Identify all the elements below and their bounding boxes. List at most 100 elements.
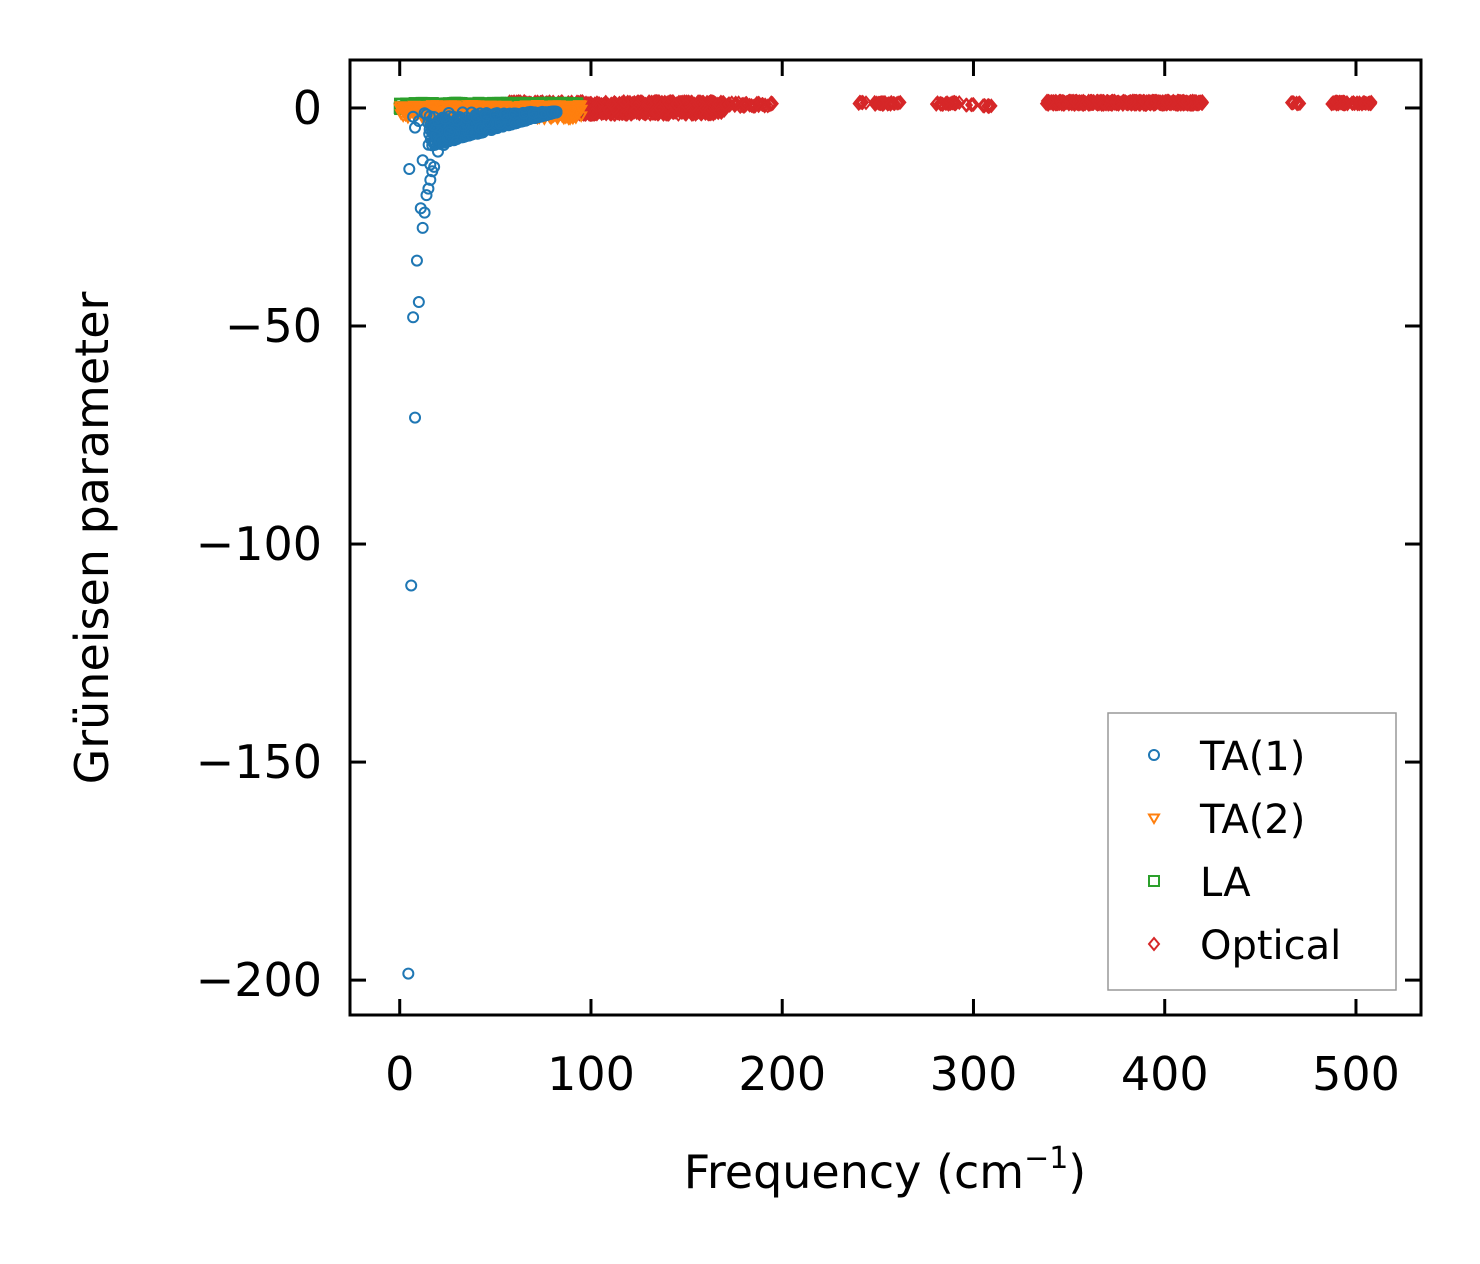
point-optical	[725, 95, 739, 111]
point-optical	[733, 98, 747, 115]
point-ta-2	[565, 105, 579, 118]
point-optical	[640, 96, 654, 112]
point-optical	[650, 104, 664, 120]
x-tick-label: 300	[930, 1047, 1018, 1101]
point-optical	[888, 96, 901, 112]
point-ta-1	[424, 158, 437, 171]
point-optical	[750, 95, 764, 111]
point-optical	[1290, 95, 1303, 111]
x-tick-label: 0	[385, 1047, 414, 1101]
plot-frame	[348, 58, 1423, 1017]
point-ta-2	[570, 109, 585, 121]
point-optical	[852, 96, 866, 112]
point-optical	[936, 96, 950, 112]
point-ta-1	[416, 221, 429, 234]
point-optical	[607, 101, 621, 117]
point-optical	[1176, 93, 1190, 109]
y-tick-label: −200	[196, 953, 322, 1007]
point-optical	[1108, 94, 1122, 111]
point-optical	[976, 98, 990, 114]
y-axis-label: Grüneisen parameter	[65, 291, 119, 784]
point-ta-1	[402, 967, 415, 980]
legend-label-ta-1: TA(1)	[1199, 734, 1305, 780]
point-ta-1	[412, 296, 425, 309]
series-optical	[499, 93, 1378, 123]
point-ta-1	[441, 132, 454, 145]
x-axis-label-sup: −1	[1024, 1141, 1068, 1176]
point-optical	[739, 96, 752, 112]
point-ta-2	[439, 101, 454, 113]
point-optical	[945, 95, 959, 111]
point-ta-1	[422, 138, 435, 151]
point-optical	[868, 96, 882, 112]
point-ta-1	[550, 106, 563, 119]
point-optical	[712, 103, 726, 120]
y-tick-label: −50	[225, 299, 322, 353]
legend-entry-optical: Optical	[1147, 923, 1341, 969]
legend-marker-ta-1	[1148, 749, 1160, 761]
point-optical	[1152, 94, 1165, 110]
point-ta-1	[418, 206, 431, 219]
point-ta-1	[494, 117, 507, 130]
legend-label-optical: Optical	[1200, 923, 1341, 969]
point-optical	[1068, 93, 1082, 109]
point-optical	[1345, 95, 1359, 112]
point-ta-2	[392, 103, 407, 115]
x-tick-label: 200	[738, 1047, 826, 1101]
series-ta-1	[402, 105, 563, 980]
x-tick-label: 100	[547, 1047, 635, 1101]
point-optical	[874, 95, 888, 112]
point-optical	[1292, 96, 1305, 112]
point-optical	[1357, 95, 1371, 111]
point-optical	[1144, 95, 1158, 111]
y-tick-label: −100	[196, 517, 322, 571]
point-optical	[1195, 95, 1209, 111]
point-ta-1	[443, 125, 456, 138]
point-ta-1	[508, 115, 521, 128]
legend: TA(1) TA(2) LA Optical	[1107, 712, 1397, 991]
legend-entry-ta-2: TA(2)	[1147, 797, 1305, 843]
point-optical	[639, 96, 652, 112]
point-optical	[1091, 93, 1104, 109]
point-optical	[591, 98, 605, 114]
legend-entry-ta-1: TA(1)	[1148, 734, 1305, 780]
y-tick-label: −150	[196, 735, 322, 789]
point-optical	[981, 98, 994, 114]
point-optical	[763, 97, 777, 113]
x-axis-label-end: )	[1068, 1145, 1086, 1199]
data-points	[392, 93, 1378, 980]
point-optical	[1055, 95, 1068, 111]
point-optical	[1078, 96, 1092, 112]
point-optical	[679, 104, 693, 120]
point-optical	[705, 97, 719, 114]
point-optical	[601, 102, 615, 118]
point-optical	[1098, 95, 1111, 111]
point-ta-2	[557, 111, 572, 123]
legend-marker-ta-2	[1147, 813, 1161, 825]
point-optical	[1326, 94, 1340, 111]
point-optical	[617, 94, 631, 110]
point-ta-1	[407, 311, 420, 324]
point-optical	[679, 97, 693, 113]
point-ta-1	[407, 110, 420, 123]
point-optical	[1124, 93, 1137, 110]
legend-marker-la	[1148, 875, 1160, 887]
legend-marker-optical	[1147, 936, 1161, 952]
point-ta-2	[574, 104, 589, 117]
x-tick-label: 500	[1312, 1047, 1400, 1101]
x-axis-label: Frequency (cm−1)	[684, 1141, 1087, 1199]
point-optical	[627, 104, 641, 120]
point-optical	[1160, 94, 1173, 110]
point-ta-1	[409, 411, 422, 424]
point-optical	[1336, 95, 1350, 111]
point-ta-1	[534, 109, 547, 122]
point-optical	[1057, 96, 1070, 112]
x-tick-label: 400	[1121, 1047, 1209, 1101]
point-ta-1	[420, 189, 433, 202]
point-ta-1	[410, 254, 423, 267]
legend-label-la: LA	[1200, 860, 1251, 906]
point-optical	[729, 96, 743, 112]
point-optical	[1164, 95, 1178, 111]
point-optical	[670, 96, 683, 112]
